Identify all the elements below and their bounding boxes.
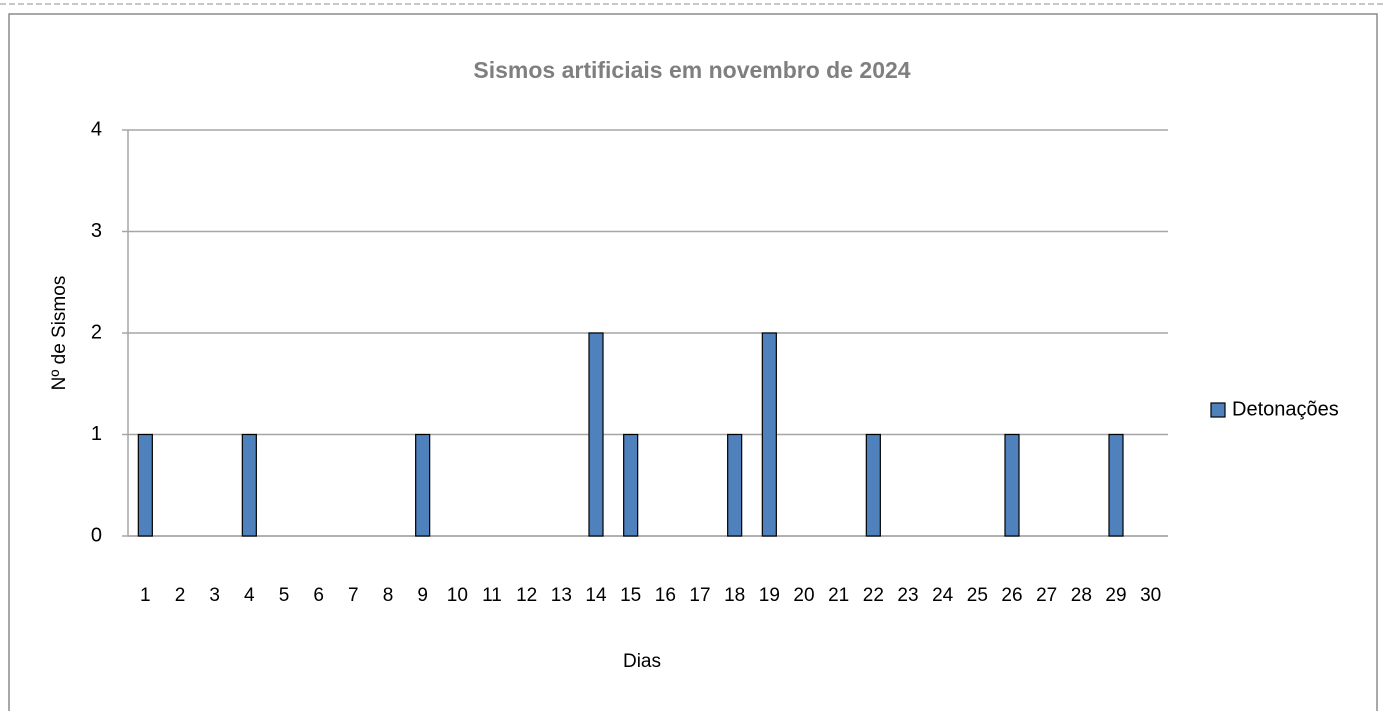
x-tick-label: 25: [967, 585, 988, 606]
x-tick-label: 22: [863, 585, 884, 606]
x-tick-label: 10: [447, 585, 468, 606]
legend-swatch: [1210, 402, 1226, 418]
bar: [1004, 433, 1020, 537]
y-tick-label: 0: [91, 524, 102, 546]
x-tick-label: 23: [897, 585, 918, 606]
y-tick-label: 1: [91, 423, 102, 445]
x-tick-label: 20: [793, 585, 814, 606]
x-tick-label: 18: [724, 585, 745, 606]
y-axis-title: Nº de Sismos: [49, 276, 70, 391]
x-tick-label: 17: [689, 585, 710, 606]
x-tick-label: 24: [932, 585, 954, 606]
bar: [865, 433, 881, 537]
x-tick-label: 3: [209, 585, 220, 606]
x-tick-label: 2: [175, 585, 186, 606]
bar: [588, 332, 604, 537]
chart-title: Sismos artificiais em novembro de 2024: [473, 57, 910, 83]
y-tick-label: 3: [91, 220, 102, 242]
x-tick-label: 13: [551, 585, 572, 606]
x-tick-label: 12: [516, 585, 537, 606]
bar: [1108, 433, 1124, 537]
x-axis-title: Dias: [623, 651, 661, 672]
x-tick-label: 1: [140, 585, 151, 606]
x-tick-label: 28: [1071, 585, 1092, 606]
bar: [415, 433, 431, 537]
bar: [623, 433, 639, 537]
bar: [727, 433, 743, 537]
x-tick-label: 30: [1140, 585, 1161, 606]
x-tick-label: 16: [655, 585, 676, 606]
x-tick-label: 5: [279, 585, 290, 606]
x-tick-label: 9: [417, 585, 428, 606]
chart-frame: [8, 13, 1378, 711]
x-tick-label: 6: [313, 585, 324, 606]
y-tick-label: 2: [91, 321, 102, 343]
bar: [137, 433, 153, 537]
y-tick-label: 4: [91, 118, 102, 140]
x-tick-label: 29: [1105, 585, 1126, 606]
x-tick-label: 15: [620, 585, 641, 606]
legend-label: Detonações: [1232, 398, 1339, 420]
x-tick-label: 19: [759, 585, 780, 606]
x-tick-label: 11: [482, 585, 502, 606]
x-tick-label: 4: [244, 585, 255, 606]
x-tick-label: 7: [348, 585, 359, 606]
x-tick-label: 14: [585, 585, 607, 606]
bar: [241, 433, 257, 537]
x-tick-label: 8: [383, 585, 394, 606]
x-tick-label: 21: [828, 585, 849, 606]
bar: [761, 332, 777, 537]
x-tick-label: 27: [1036, 585, 1057, 606]
x-tick-label: 26: [1001, 585, 1022, 606]
